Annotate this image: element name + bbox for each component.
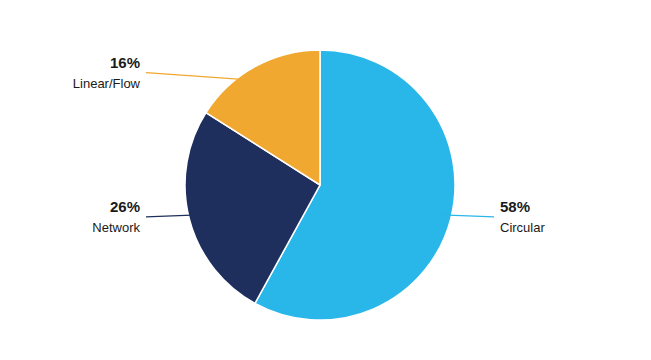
connector xyxy=(435,215,494,217)
connector xyxy=(146,215,205,217)
data-label: 26% xyxy=(110,198,140,215)
pie xyxy=(185,50,455,320)
category-label: Linear/Flow xyxy=(73,76,141,91)
data-label: 58% xyxy=(500,198,530,215)
data-label: 16% xyxy=(110,54,140,71)
connector xyxy=(146,73,263,81)
chart: 58% Circular 26% Network 16% Linear/Flow xyxy=(0,0,651,360)
pie-slice xyxy=(206,50,320,185)
labels: 58% Circular 26% Network 16% Linear/Flow xyxy=(73,54,546,235)
category-label: Circular xyxy=(500,220,545,235)
category-label: Network xyxy=(92,220,140,235)
